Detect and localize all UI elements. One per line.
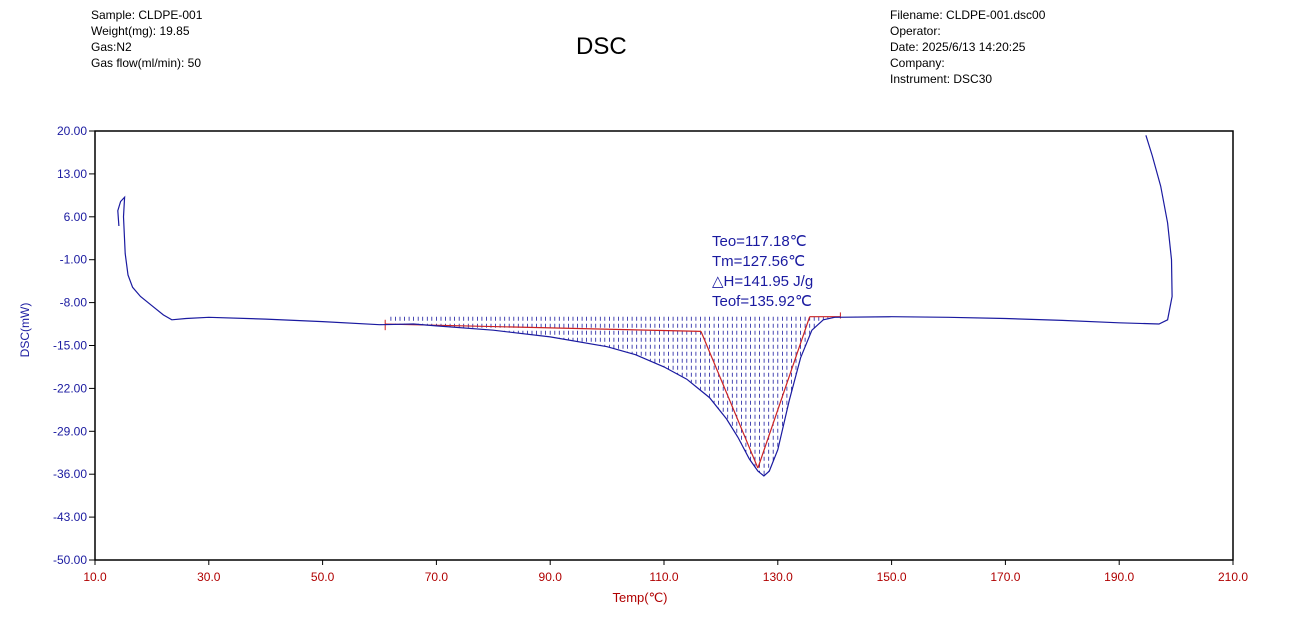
x-tick-label-4: 90.0 — [539, 570, 563, 584]
x-tick-label-0: 10.0 — [83, 570, 107, 584]
integration-hatch — [390, 316, 838, 476]
operator: Operator: — [890, 24, 941, 38]
x-tick-label-1: 30.0 — [197, 570, 221, 584]
baseline-segment-2 — [757, 316, 811, 469]
baseline-segment-1 — [700, 331, 759, 469]
x-tick-label-2: 50.0 — [311, 570, 335, 584]
annotation-0: Teo=117.18℃ — [712, 233, 807, 250]
y-tick-label-8: -36.00 — [53, 467, 87, 481]
y-tick-label-9: -43.00 — [53, 510, 87, 524]
annotation-2: △H=141.95 J/g — [712, 273, 813, 290]
sample-info: Sample: CLDPE-001 Weight(mg): 19.85 Gas:… — [91, 7, 202, 71]
file-info: Filename: CLDPE-001.dsc00 Operator: Date… — [890, 7, 1045, 87]
x-axis-label: Temp(℃) — [612, 590, 667, 605]
gas-type: Gas:N2 — [91, 40, 132, 54]
y-tick-label-6: -22.00 — [53, 381, 87, 395]
y-tick-label-4: -8.00 — [60, 296, 88, 310]
baseline-segment-0 — [385, 323, 701, 333]
peak-annotations: Teo=117.18℃ Tm=127.56℃ △H=141.95 J/g Teof=1… — [712, 233, 813, 310]
y-axis: 20.00 13.00 6.00 -1.00 -8.00 -15.00 -22.00 -29.… — [53, 124, 95, 567]
sample-weight: Weight(mg): 19.85 — [91, 24, 190, 38]
x-tick-label-3: 70.0 — [425, 570, 449, 584]
y-tick-label-1: 13.00 — [57, 167, 87, 181]
x-axis: 10.0 30.0 50.0 70.0 90.0 110.0 130.0 150.0 170.0… — [83, 560, 1248, 584]
y-axis-label: DSC(mW) — [18, 303, 32, 358]
x-tick-label-9: 190.0 — [1104, 570, 1134, 584]
x-tick-label-8: 170.0 — [990, 570, 1020, 584]
x-tick-label-7: 150.0 — [877, 570, 907, 584]
gas-flow: Gas flow(ml/min): 50 — [91, 56, 202, 70]
annotation-3: Teof=135.92℃ — [712, 293, 812, 310]
x-tick-label-5: 110.0 — [649, 570, 678, 584]
dsc-curve — [117, 135, 1173, 477]
y-tick-label-5: -15.00 — [53, 339, 87, 353]
instrument: Instrument: DSC30 — [890, 72, 993, 86]
x-tick-label-6: 130.0 — [763, 570, 793, 584]
run-date: Date: 2025/6/13 14:20:25 — [890, 40, 1026, 54]
x-tick-label-10: 210.0 — [1218, 570, 1248, 584]
y-tick-label-10: -50.00 — [53, 553, 87, 567]
baseline-construction — [384, 312, 841, 469]
annotation-1: Tm=127.56℃ — [712, 253, 805, 270]
y-tick-label-2: 6.00 — [64, 210, 88, 224]
chart-title: DSC — [576, 33, 627, 60]
y-tick-label-0: 20.00 — [57, 124, 87, 138]
y-tick-label-7: -29.00 — [53, 424, 87, 438]
file-name: Filename: CLDPE-001.dsc00 — [890, 8, 1046, 22]
y-tick-label-3: -1.00 — [60, 253, 88, 267]
sample-name: Sample: CLDPE-001 — [91, 8, 203, 22]
company: Company: — [890, 56, 945, 70]
